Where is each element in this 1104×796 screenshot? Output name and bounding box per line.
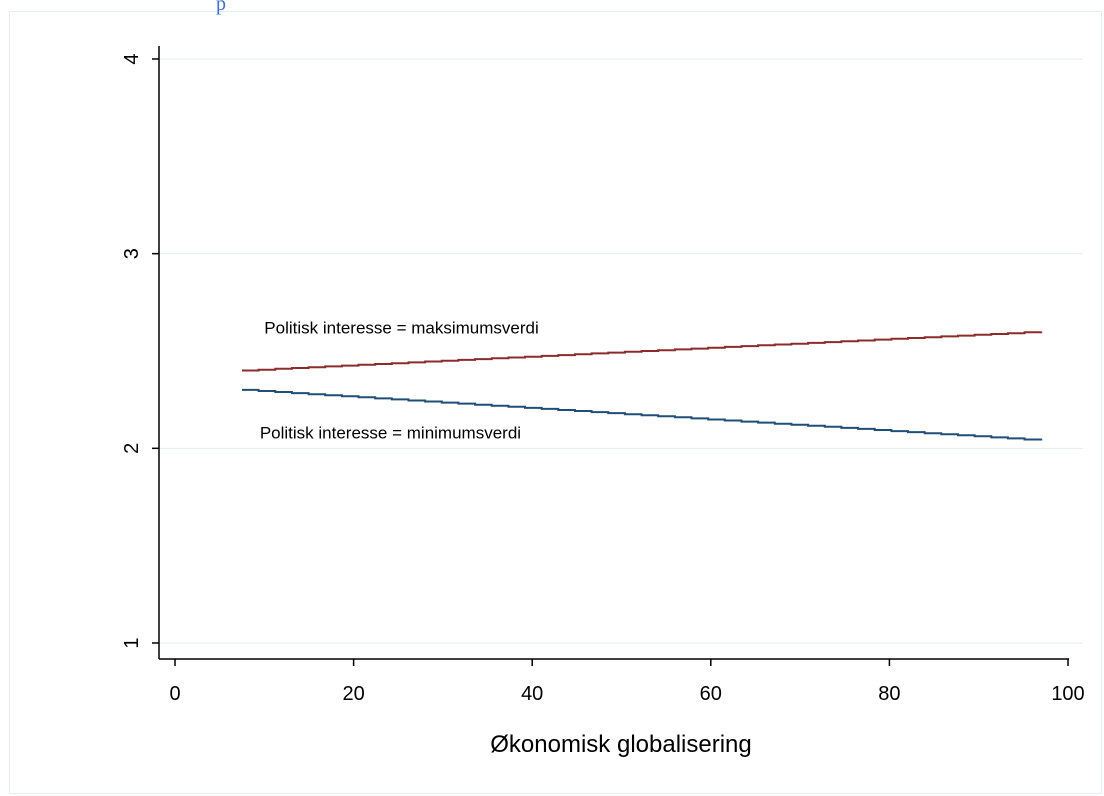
x-axis-title: Økonomisk globalisering <box>490 731 751 758</box>
y-tick-label-4: 4 <box>121 53 143 64</box>
y-tick-label-2: 2 <box>121 443 143 454</box>
series-label-minimum: Politisk interesse = minimumsverdi <box>260 424 521 443</box>
x-tick-label-80: 80 <box>878 683 900 705</box>
x-tick-label-100: 100 <box>1051 683 1084 705</box>
series-line-maximum <box>242 331 1043 372</box>
y-tick-label-3: 3 <box>121 248 143 259</box>
series-line-minimum <box>242 388 1043 441</box>
chart-frame <box>9 11 1102 794</box>
series-lines <box>242 331 1043 441</box>
y-tick-label-1: 1 <box>121 637 143 648</box>
x-tick-label-60: 60 <box>700 683 722 705</box>
clipped-header-fragment: p <box>216 0 226 15</box>
gridlines <box>159 58 1083 644</box>
x-tick-label-20: 20 <box>342 683 364 705</box>
series-annotations: Politisk interesse = maksimumsverdi Polit… <box>260 318 539 442</box>
series-label-maximum: Politisk interesse = maksimumsverdi <box>264 318 538 337</box>
x-tick-label-0: 0 <box>169 683 180 705</box>
x-tick-label-40: 40 <box>521 683 543 705</box>
